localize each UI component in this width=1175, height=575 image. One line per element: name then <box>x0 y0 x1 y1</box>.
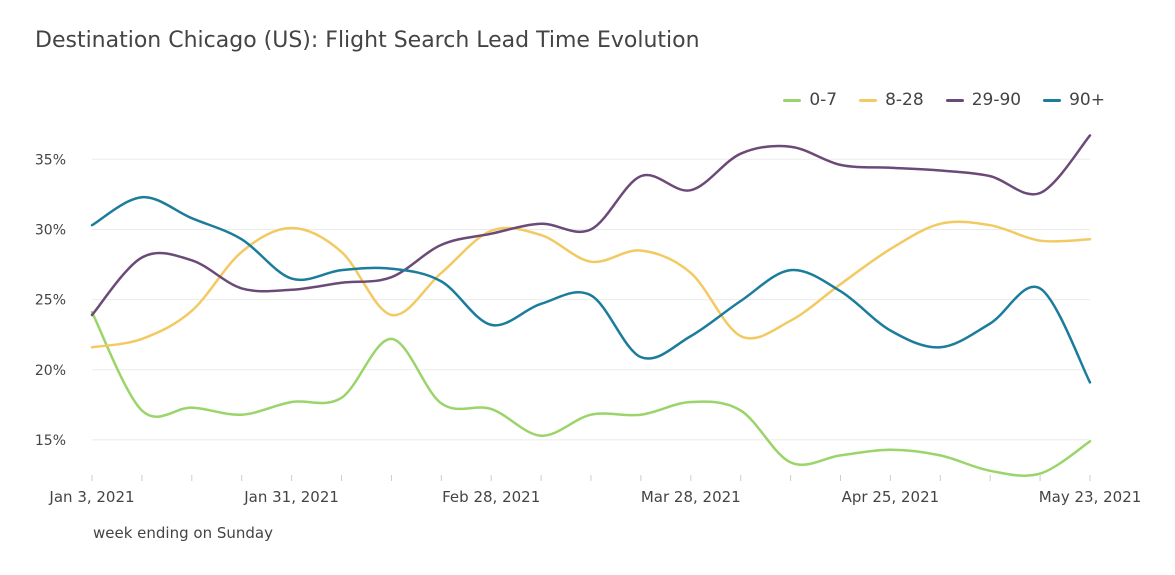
legend-swatch <box>783 98 802 102</box>
legend-item[interactable]: 0-7 <box>783 90 837 110</box>
legend-item[interactable]: 29-90 <box>945 90 1022 110</box>
series-line-8-28 <box>90 220 1092 349</box>
series-line-90+ <box>90 195 1092 384</box>
y-tick-label: 25% <box>35 293 66 309</box>
series-line-29-90 <box>90 134 1092 317</box>
legend: 0-7 8-28 29-90 90+ <box>783 90 1105 110</box>
x-axis-ticks: Jan 3, 2021 Jan 31, 2021 Feb 28, 2021 Mar 2… <box>48 475 1141 506</box>
chart-title: Destination Chicago (US): Flight Search … <box>35 28 700 53</box>
y-tick-label: 30% <box>35 222 66 238</box>
legend-swatch <box>859 98 878 102</box>
y-tick-label: 20% <box>35 363 66 379</box>
legend-label: 90+ <box>1069 90 1105 110</box>
series-line-0-7 <box>90 310 1092 477</box>
legend-item[interactable]: 90+ <box>1043 90 1105 110</box>
legend-item[interactable]: 8-28 <box>859 90 924 110</box>
x-tick-label: Feb 28, 2021 <box>442 488 540 506</box>
legend-swatch <box>1043 98 1062 102</box>
x-tick-label: Apr 25, 2021 <box>842 488 940 506</box>
x-tick-label: May 23, 2021 <box>1039 488 1142 506</box>
y-tick-label: 35% <box>35 152 66 168</box>
grid-lines <box>92 158 1090 441</box>
x-tick-label: Jan 3, 2021 <box>48 488 134 506</box>
x-tick-label: Jan 31, 2021 <box>243 488 339 506</box>
x-axis-title: week ending on Sunday <box>93 524 273 542</box>
y-tick-label: 15% <box>35 433 66 449</box>
legend-label: 0-7 <box>809 90 838 110</box>
y-axis-ticks: 15% 20% 25% 30% 35% <box>35 152 66 449</box>
legend-label: 8-28 <box>885 90 924 110</box>
legend-swatch <box>945 98 964 102</box>
x-tick-label: Mar 28, 2021 <box>641 488 741 506</box>
legend-label: 29-90 <box>971 90 1022 110</box>
series-lines <box>90 134 1092 477</box>
